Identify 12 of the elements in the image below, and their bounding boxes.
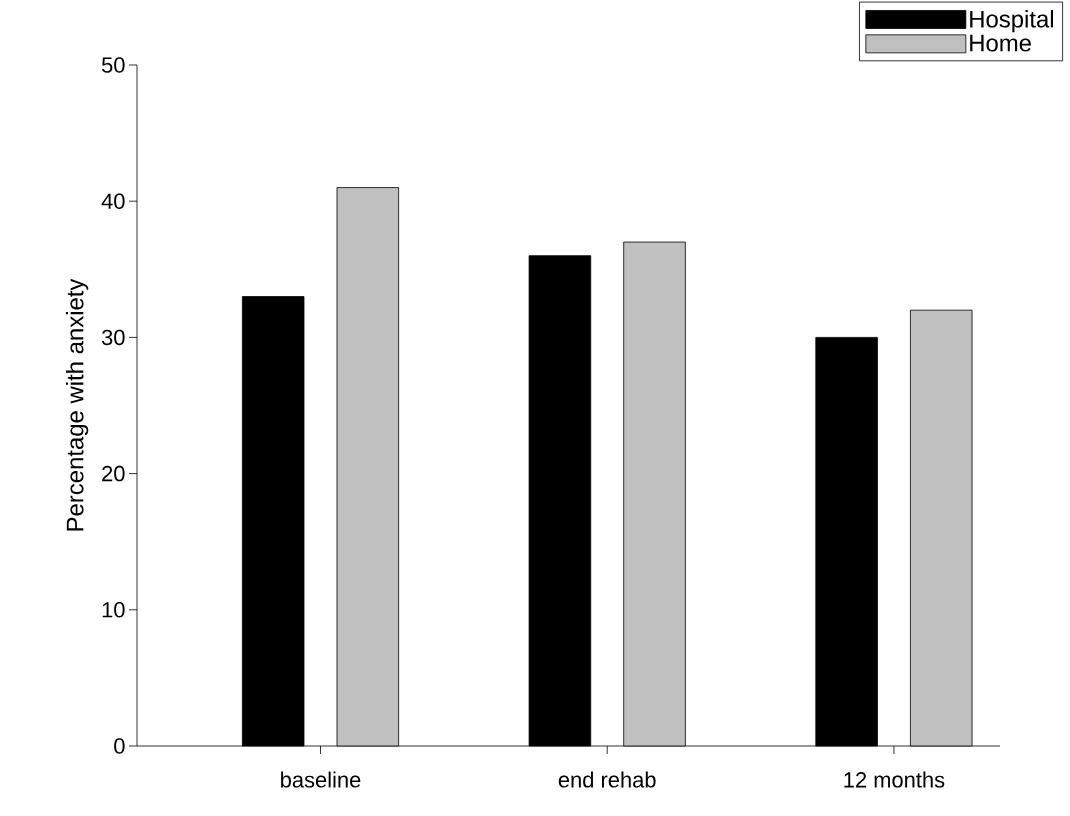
y-axis-title: Percentage with anxiety xyxy=(65,278,89,531)
legend-label: Home xyxy=(970,34,1031,52)
y-tick-label: 20 xyxy=(102,465,125,482)
x-tick-label: 12 months xyxy=(844,771,945,788)
y-tick-label: 0 xyxy=(114,738,125,754)
x-tick-label: baseline xyxy=(281,771,361,788)
y-tick-label: 50 xyxy=(101,57,125,73)
x-tick-label: end rehab xyxy=(558,771,656,788)
y-tick-label: 40 xyxy=(101,193,125,209)
legend-label: Hospital xyxy=(970,10,1054,33)
y-tick-label: 10 xyxy=(102,602,125,618)
y-tick-label: 30 xyxy=(101,329,125,346)
